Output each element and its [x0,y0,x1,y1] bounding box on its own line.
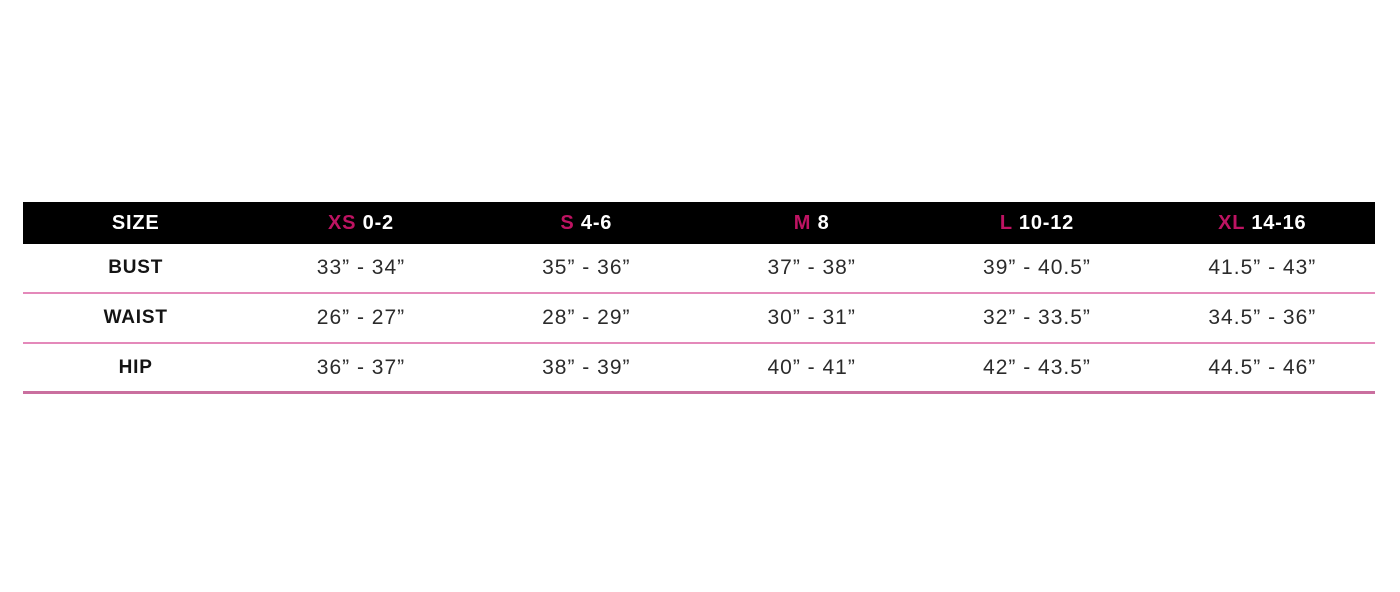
size-letter-xl: XL [1218,211,1245,234]
size-letter-xs: XS [328,211,357,234]
bust-l-value: 39” - 40.5” [983,256,1091,279]
bust-m-value: 37” - 38” [767,256,856,279]
bust-s-value: 35” - 36” [542,256,631,279]
header-cell-xs: XS 0-2 [248,212,473,235]
row-label-hip: HIP [118,356,153,378]
waist-l-value: 32” - 33.5” [983,306,1091,329]
size-range-s: 4-6 [580,211,613,234]
size-chart-header-row: SIZE XS 0-2 S 4-6 M 8 L 10-12 XL 14-16 [23,202,1375,244]
row-label-bust: BUST [108,257,164,278]
hip-xs-value: 36” - 37” [316,355,406,379]
header-cell-xl: XL 14-16 [1150,212,1375,235]
row-label-waist: WAIST [103,307,168,328]
size-letter-s: S [560,211,575,234]
size-range-l: 10-12 [1018,211,1075,234]
size-range-xl: 14-16 [1251,211,1307,234]
bust-xl-value: 41.5” - 43” [1208,256,1317,279]
table-row-waist: WAIST 26” - 27” 28” - 29” 30” - 31” 32” … [23,294,1375,344]
header-cell-size: SIZE [23,212,248,235]
waist-xs-value: 26” - 27” [316,306,406,329]
waist-m-value: 30” - 31” [767,306,856,329]
size-letter-l: L [999,211,1013,234]
hip-xl-value: 44.5” - 46” [1208,355,1317,379]
waist-s-value: 28” - 29” [542,306,631,329]
size-letter-m: M [793,211,812,234]
size-column-title: SIZE [111,211,160,234]
waist-xl-value: 34.5” - 36” [1208,306,1317,329]
header-cell-m: M 8 [699,212,924,235]
header-cell-l: L 10-12 [924,212,1149,235]
hip-m-value: 40” - 41” [767,355,856,379]
size-chart-table: SIZE XS 0-2 S 4-6 M 8 L 10-12 XL 14-16 B… [23,202,1375,394]
bust-xs-value: 33” - 34” [316,256,406,279]
hip-s-value: 38” - 39” [542,355,631,379]
header-cell-s: S 4-6 [474,212,699,235]
table-row-bust: BUST 33” - 34” 35” - 36” 37” - 38” 39” -… [23,244,1375,294]
hip-l-value: 42” - 43.5” [983,355,1091,379]
size-range-xs: 0-2 [362,211,394,234]
table-row-hip: HIP 36” - 37” 38” - 39” 40” - 41” 42” - … [23,344,1375,394]
size-range-m: 8 [817,211,830,234]
